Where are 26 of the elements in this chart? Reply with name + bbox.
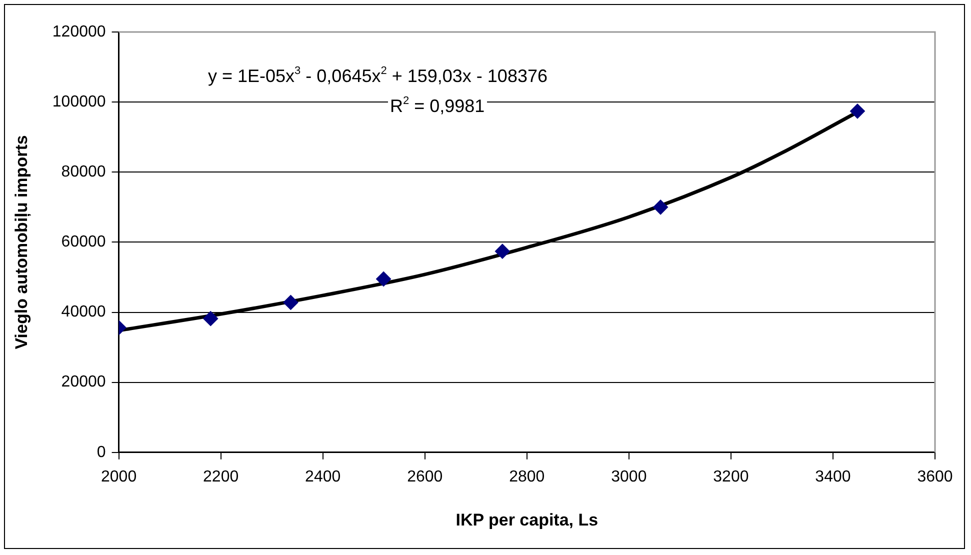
point (203, 311, 218, 326)
y-tick-label: 20000 (61, 374, 106, 391)
y-tick-label: 60000 (61, 234, 106, 251)
x-tick-label: 2800 (509, 468, 545, 486)
y-tick-label: 80000 (61, 164, 106, 181)
x-tick-label: 3400 (815, 468, 851, 486)
y-tick-label: 40000 (61, 304, 106, 321)
y-tick-label: 0 (96, 444, 106, 461)
point (494, 244, 510, 259)
y-tick-label: 120000 (52, 23, 106, 40)
y-tick-label: 100000 (52, 93, 106, 110)
x-axis-title: IKP per capita, Ls (456, 510, 598, 530)
x-tick-label: 3600 (917, 468, 953, 486)
x-tick-label: 2600 (407, 468, 443, 486)
x-tick-label: 2200 (203, 468, 239, 486)
x-tick-label: 3200 (713, 468, 749, 486)
point (283, 294, 298, 310)
annotation: R$^{2}$ = 0,9981 (388, 95, 487, 117)
point (850, 104, 865, 119)
point (376, 271, 392, 286)
y-axis-title: Vieglo automobiļu imports (12, 135, 31, 350)
x-tick-label: 3000 (611, 468, 647, 486)
x-tick-label: 2000 (100, 468, 137, 486)
annotation: y = 1E-05x$^{3}$ - 0,0645x$^{2}$ + 159,03x - 108376 (206, 65, 550, 87)
point (653, 200, 668, 215)
x-tick-label: 2400 (305, 468, 341, 486)
